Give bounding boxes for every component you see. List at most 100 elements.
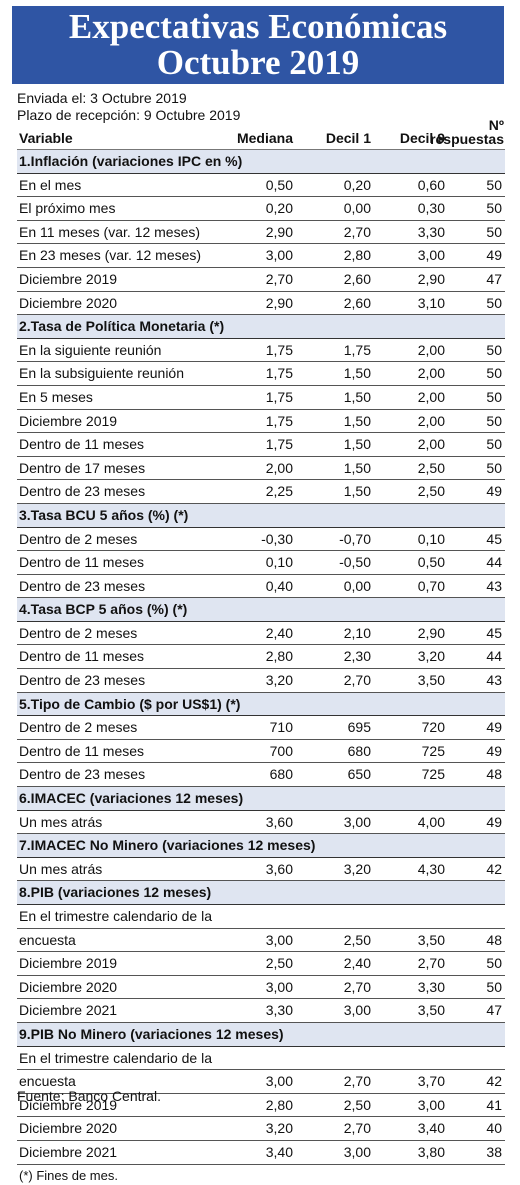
table-row: El próximo mes 0,20 0,00 0,30 50 — [17, 197, 505, 221]
median-value: 2,80 — [265, 648, 293, 665]
decile-9-value: 0,70 — [417, 577, 445, 594]
table-row: Dentro de 2 meses -0,30 -0,70 0,10 45 — [17, 528, 505, 552]
table-row: En la subsiguiente reunión 1,75 1,50 2,00 50 — [17, 362, 505, 386]
median-value: 3,00 — [265, 247, 293, 264]
median-value: 1,75 — [265, 436, 293, 453]
row-label: Un mes atrás — [19, 860, 103, 877]
decile-1-value: -0,70 — [339, 530, 371, 547]
table-row: Diciembre 2020 3,20 2,70 3,40 40 — [17, 1117, 505, 1141]
responses-value: 41 — [486, 1096, 502, 1113]
row-label: Diciembre 2020 — [19, 978, 118, 995]
decile-1-value: 0,20 — [343, 176, 371, 193]
decile-1-value: 2,70 — [343, 978, 371, 995]
decile-1-value: 1,50 — [343, 412, 371, 429]
decile-9-value: 3,50 — [417, 672, 445, 689]
decile-1-value: 2,70 — [343, 672, 371, 689]
median-value: 700 — [269, 742, 293, 759]
median-value: -0,30 — [261, 530, 293, 547]
responses-value: 48 — [486, 931, 502, 948]
section-header: 7.IMACEC No Minero (variaciones 12 meses… — [17, 834, 505, 858]
decile-1-value: 0,00 — [343, 577, 371, 594]
table-row: Dentro de 11 meses 0,10 -0,50 0,50 44 — [17, 551, 505, 575]
section-header: 9.PIB No Minero (variaciones 12 meses) — [17, 1022, 505, 1047]
row-label: encuesta — [19, 1073, 76, 1090]
decile-1-value: 3,20 — [343, 860, 371, 877]
decile-1-value: 2,80 — [343, 247, 371, 264]
responses-value: 43 — [486, 672, 502, 689]
decile-9-value: 2,50 — [417, 459, 445, 476]
decile-1-value: 1,75 — [343, 341, 371, 358]
section-title: 9.PIB No Minero (variaciones 12 meses) — [19, 1025, 284, 1042]
decile-1-value: 680 — [347, 742, 371, 759]
section-header: 6.IMACEC (variaciones 12 meses) — [17, 787, 505, 811]
decile-9-value: 2,00 — [417, 436, 445, 453]
table-row: Diciembre 2019 2,70 2,60 2,90 47 — [17, 268, 505, 292]
deadline-date: Plazo de recepción: 9 Octubre 2019 — [17, 107, 241, 123]
decile-9-value: 3,50 — [417, 931, 445, 948]
row-label: Diciembre 2021 — [19, 1002, 118, 1019]
decile-9-value: 3,40 — [417, 1120, 445, 1137]
responses-value: 45 — [486, 624, 502, 641]
row-label: Un mes atrás — [19, 813, 103, 830]
col-responses-top: Nº — [488, 117, 504, 133]
section-header: 4.Tasa BCP 5 años (%) (*) — [17, 598, 505, 622]
decile-1-value: 1,50 — [343, 459, 371, 476]
median-value: 2,40 — [265, 624, 293, 641]
decile-9-value: 0,10 — [417, 530, 445, 547]
median-value: 2,90 — [265, 294, 293, 311]
row-label: Diciembre 2021 — [19, 1143, 118, 1160]
decile-9-value: 2,00 — [417, 412, 445, 429]
median-value: 1,75 — [265, 341, 293, 358]
table-row: En 5 meses 1,75 1,50 2,00 50 — [17, 386, 505, 410]
decile-1-value: 2,40 — [343, 955, 371, 972]
table-row: Diciembre 2019 1,75 1,50 2,00 50 — [17, 410, 505, 434]
decile-9-value: 2,50 — [417, 483, 445, 500]
median-value: 3,60 — [265, 813, 293, 830]
table-body: 1.Inflación (variaciones IPC en %) En el … — [17, 150, 505, 1165]
decile-1-value: 2,70 — [343, 1073, 371, 1090]
decile-9-value: 720 — [421, 719, 445, 736]
section-title: 4.Tasa BCP 5 años (%) (*) — [19, 601, 188, 618]
decile-9-value: 3,80 — [417, 1143, 445, 1160]
median-value: 0,20 — [265, 200, 293, 217]
median-value: 3,00 — [265, 931, 293, 948]
table-row: Diciembre 2021 3,40 3,00 3,80 38 — [17, 1141, 505, 1165]
row-label: Dentro de 2 meses — [19, 624, 138, 641]
section-title: 5.Tipo de Cambio ($ por US$1) (*) — [19, 695, 241, 712]
row-label: Diciembre 2019 — [19, 412, 118, 429]
table-row: En la siguiente reunión 1,75 1,75 2,00 50 — [17, 339, 505, 363]
table-row: Diciembre 2019 2,50 2,40 2,70 50 — [17, 952, 505, 976]
decile-1-value: 650 — [347, 766, 371, 783]
table-row: encuesta 3,00 2,50 3,50 48 — [17, 929, 505, 953]
median-value: 710 — [269, 719, 293, 736]
decile-9-value: 3,10 — [417, 294, 445, 311]
decile-9-value: 3,00 — [417, 1096, 445, 1113]
decile-9-value: 0,60 — [417, 176, 445, 193]
row-label: Diciembre 2019 — [19, 1096, 118, 1113]
table-row: Dentro de 23 meses 2,25 1,50 2,50 49 — [17, 480, 505, 504]
row-label: encuesta — [19, 931, 76, 948]
decile-1-value: 0,00 — [343, 200, 371, 217]
responses-value: 50 — [486, 412, 502, 429]
decile-1-value: 3,00 — [343, 1002, 371, 1019]
section-header: 5.Tipo de Cambio ($ por US$1) (*) — [17, 692, 505, 717]
median-value: 3,00 — [265, 1073, 293, 1090]
responses-value: 50 — [486, 223, 502, 240]
responses-value: 49 — [486, 247, 502, 264]
median-value: 0,50 — [265, 176, 293, 193]
responses-value: 50 — [486, 365, 502, 382]
decile-1-value: 1,50 — [343, 483, 371, 500]
table-row: En 11 meses (var. 12 meses) 2,90 2,70 3,30 5… — [17, 221, 505, 245]
median-value: 3,00 — [265, 978, 293, 995]
table-row: Diciembre 2020 3,00 2,70 3,30 50 — [17, 976, 505, 1000]
decile-1-value: 3,00 — [343, 1143, 371, 1160]
median-value: 2,50 — [265, 955, 293, 972]
decile-1-value: 3,00 — [343, 813, 371, 830]
col-variable: Variable — [19, 130, 73, 146]
title-line-1: Expectativas Económicas — [68, 7, 448, 46]
responses-value: 50 — [486, 459, 502, 476]
median-value: 3,60 — [265, 860, 293, 877]
row-label: Dentro de 23 meses — [19, 766, 146, 783]
decile-9-value: 3,70 — [417, 1073, 445, 1090]
responses-value: 42 — [486, 860, 502, 877]
